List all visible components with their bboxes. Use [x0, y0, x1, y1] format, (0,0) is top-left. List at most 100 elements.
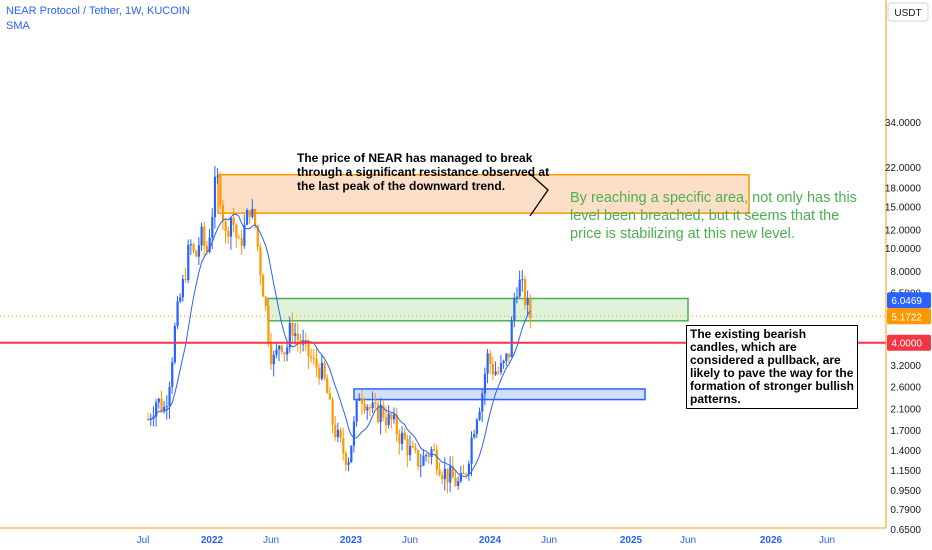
candle-body [296, 333, 299, 340]
candle-body [237, 237, 241, 239]
time-tick-label: Jun [819, 535, 835, 546]
candle-body [414, 447, 417, 451]
candle-body [243, 224, 246, 246]
candle-body [248, 210, 251, 218]
candle-body [518, 279, 521, 297]
price-axis[interactable]: USDT 0.6500 0.7900 0.9500 1.1500 1.4000 1.7000… [885, 0, 932, 550]
candle-body [494, 371, 497, 375]
candle-body [307, 340, 310, 357]
candle-body [227, 230, 230, 237]
candle-body [419, 465, 422, 467]
candle-body [486, 353, 489, 374]
candle-body [398, 434, 401, 444]
candle-body [179, 297, 182, 302]
candle-body [189, 244, 193, 246]
candle-body [310, 356, 313, 359]
price-tick-label: 34.0000 [885, 118, 922, 129]
candle-body [219, 175, 222, 205]
candle-body [240, 238, 243, 246]
price-tick-label: 0.7900 [890, 505, 921, 516]
candle-body [515, 296, 519, 298]
candle-body [291, 323, 294, 336]
candle-body [331, 399, 334, 425]
candle-body [339, 429, 342, 439]
time-tick-label: 2024 [479, 535, 502, 546]
candle-body [253, 208, 257, 226]
candle-body [334, 424, 337, 437]
candle-body [336, 429, 340, 437]
candle-body [315, 358, 318, 368]
annotation-arrow [527, 171, 549, 217]
candle-body [272, 354, 275, 365]
breakout-zone [267, 297, 689, 322]
candle-body [270, 341, 273, 365]
time-tick-label: Jul [137, 535, 150, 546]
candle-body [286, 347, 289, 355]
candle-body [395, 414, 398, 435]
candle-body [358, 398, 361, 401]
price-tick-label: 2.6000 [890, 382, 921, 393]
candle-body [318, 367, 321, 379]
candle-body [173, 326, 176, 363]
candle-body [203, 226, 206, 246]
candle-body [523, 279, 527, 305]
candle-body [382, 404, 385, 418]
indicator-label-sma[interactable]: SMA [6, 20, 30, 32]
price-label-badge [887, 334, 931, 351]
price-tick-label: 12.0000 [885, 225, 922, 236]
price-tick-label: 3.2000 [890, 361, 921, 372]
sma-line [148, 213, 531, 477]
candle-body [176, 301, 179, 327]
candle-body [513, 297, 516, 321]
candle-body [406, 439, 409, 456]
candle-body [360, 398, 364, 404]
candle-body [197, 245, 201, 257]
time-axis[interactable]: Jul 2022 Jun 2023 Jun 2024 Jun 2025 Jun 2026 Jun [0, 527, 886, 550]
annotation-breakout: The price of NEAR has managed to break t… [297, 151, 550, 193]
candle-body [478, 411, 481, 420]
candle-body [465, 473, 468, 475]
candle-body [259, 247, 262, 276]
candle-body [441, 475, 444, 480]
candle-body [489, 353, 492, 364]
candle-body [352, 421, 356, 446]
candle-body [171, 362, 174, 387]
resistance-zone [217, 173, 750, 214]
candle-body [510, 320, 513, 358]
candle-body [529, 298, 532, 319]
candle-body [224, 221, 227, 231]
candle-body [433, 449, 436, 451]
candle-body [157, 398, 160, 403]
candle-body [235, 224, 238, 238]
support-zone [353, 388, 646, 401]
candle-body [462, 473, 465, 475]
candle-body [366, 407, 369, 411]
candle-body [473, 433, 476, 438]
candle-body [457, 481, 460, 486]
candle-body [205, 245, 209, 252]
price-label-text: 5.1722 [891, 312, 922, 323]
time-tick-label: Jun [541, 535, 557, 546]
price-tick-label: 1.1500 [890, 466, 921, 477]
candle-body [320, 362, 324, 379]
candle-body [390, 413, 393, 420]
candle-body [213, 176, 217, 218]
candle-body [278, 345, 281, 350]
chart-zones [217, 173, 750, 401]
candle-body [344, 453, 348, 465]
candle-body [208, 237, 211, 252]
candle-body [323, 362, 326, 379]
time-axis-bg [0, 528, 886, 550]
annotation-stabilizing: By reaching a specific area, not only ha… [570, 190, 857, 242]
candle-body [438, 469, 441, 476]
time-tick-label: Jun [402, 535, 418, 546]
candle-body [181, 279, 185, 298]
candle-body [403, 432, 406, 440]
price-axis-bg [886, 0, 932, 550]
currency-label: USDT [894, 8, 921, 19]
candle-body [392, 414, 396, 420]
candle-body [245, 210, 249, 225]
price-label-badge [887, 308, 931, 325]
candle-body [384, 417, 388, 426]
